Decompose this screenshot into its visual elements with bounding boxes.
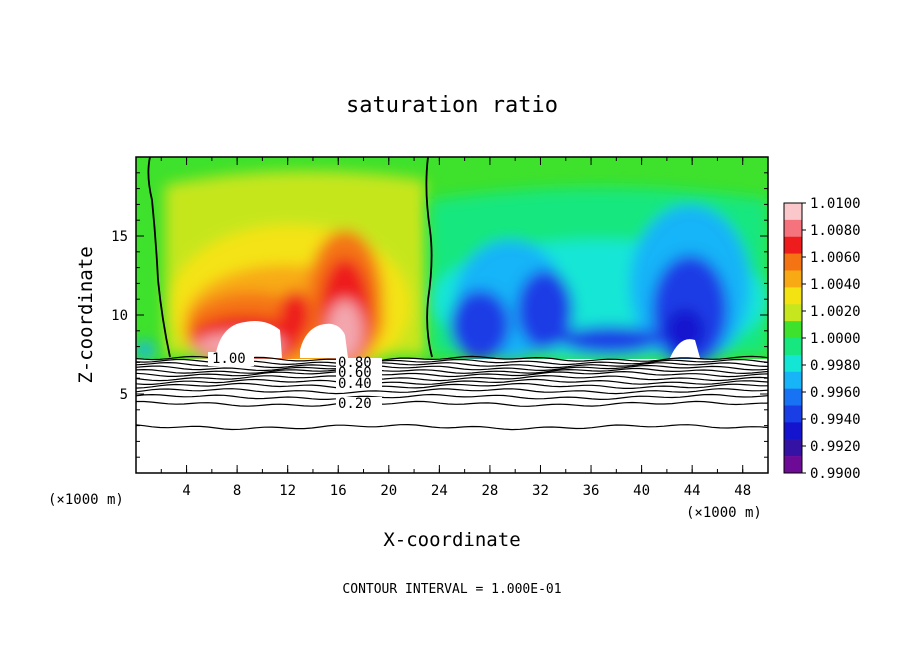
cool-region	[136, 187, 768, 365]
colorbar-swatch	[784, 203, 802, 221]
colorbar-label: 0.9920	[810, 439, 861, 455]
contour-label-080: 0.80	[338, 355, 372, 371]
x-unit-note-left: (×1000 m)	[48, 492, 124, 508]
colorbar-swatch	[784, 321, 802, 339]
contour-line	[136, 388, 768, 395]
contour-label-bg	[336, 368, 382, 379]
x-tick-label: 36	[583, 483, 600, 499]
x-tick-label: 4	[182, 483, 190, 499]
x-tick-label: 8	[233, 483, 241, 499]
contour-lines	[136, 355, 768, 431]
white-patch	[300, 323, 348, 358]
x-tick-label: 28	[481, 483, 498, 499]
y-tick-label: 10	[111, 308, 128, 324]
contour-label-100: 1.00	[212, 351, 246, 367]
contour-boundary	[425, 157, 433, 358]
x-tick-label: 40	[633, 483, 650, 499]
y-axis-label: Z-coordinate	[75, 246, 97, 383]
colorbar-label: 0.9980	[810, 358, 861, 374]
chart-title: saturation ratio	[346, 93, 558, 118]
x-tick-label: 32	[532, 483, 549, 499]
contour-label-bg	[336, 397, 382, 410]
contour-label-bg	[336, 378, 382, 389]
y-tick-label: 15	[111, 229, 128, 245]
contour-line	[136, 423, 768, 431]
contour-line	[136, 374, 768, 382]
contour-interval-note: CONTOUR INTERVAL = 1.000E-01	[342, 582, 561, 597]
colorbar-swatch	[784, 439, 802, 457]
contour-label-bg	[336, 358, 382, 369]
colorbar-label: 1.0060	[810, 250, 861, 266]
y-tick-label: 5	[120, 387, 128, 403]
colorbar-swatch	[784, 287, 802, 305]
colorbar-swatch	[784, 354, 802, 373]
warm-region	[165, 171, 428, 385]
colorbar-swatch	[784, 236, 802, 254]
white-patch	[670, 339, 700, 358]
contour-line	[136, 370, 768, 378]
x-tick-label: 24	[431, 483, 448, 499]
colorbar-label: 0.9940	[810, 412, 861, 428]
contour-label-060: 0.60	[338, 365, 372, 381]
colorbar: 1.0100 1.0080 1.0060 1.0040 1.0020 1.0000 0.99…	[783, 196, 861, 482]
colorbar-label: 1.0020	[810, 304, 861, 320]
x-tick-label: 48	[734, 483, 751, 499]
colorbar-swatch	[784, 456, 802, 474]
x-tick-label: 16	[330, 483, 347, 499]
contour-label-020: 0.20	[338, 396, 372, 412]
colorbar-swatch	[784, 304, 802, 322]
colorbar-label: 0.9960	[810, 385, 861, 401]
white-patch	[215, 321, 282, 358]
colorbar-label: 1.0100	[810, 196, 861, 212]
contour-line	[136, 400, 768, 407]
colorbar-swatch	[784, 422, 802, 440]
x-tick-label: 12	[279, 483, 296, 499]
colorbar-swatch	[784, 219, 802, 238]
colorbar-label: 1.0040	[810, 277, 861, 293]
contour-line	[136, 364, 768, 372]
colorbar-swatch	[784, 338, 802, 356]
colorbar-swatch	[784, 253, 802, 271]
contour-line	[136, 393, 768, 401]
contour-line	[136, 367, 768, 375]
x-axis-label: X-coordinate	[383, 529, 520, 551]
colorbar-label: 1.0000	[810, 331, 861, 347]
field-plot	[136, 157, 768, 473]
colorbar-swatch	[784, 270, 802, 288]
colorbar-swatch	[784, 371, 802, 389]
x-tick-label: 44	[684, 483, 701, 499]
colorbar-swatch	[784, 405, 802, 423]
x-unit-note-right: (×1000 m)	[686, 505, 762, 521]
contour-label-bg	[208, 352, 254, 366]
colorbar-label: 1.0080	[810, 223, 861, 239]
contour-line	[136, 382, 768, 390]
colorbar-label: 0.9900	[810, 466, 861, 482]
contour-line	[136, 378, 768, 385]
contour-boundary	[147, 157, 171, 358]
contour-label-040: 0.40	[338, 376, 372, 392]
colorbar-swatch	[784, 388, 802, 406]
x-tick-label: 20	[380, 483, 397, 499]
